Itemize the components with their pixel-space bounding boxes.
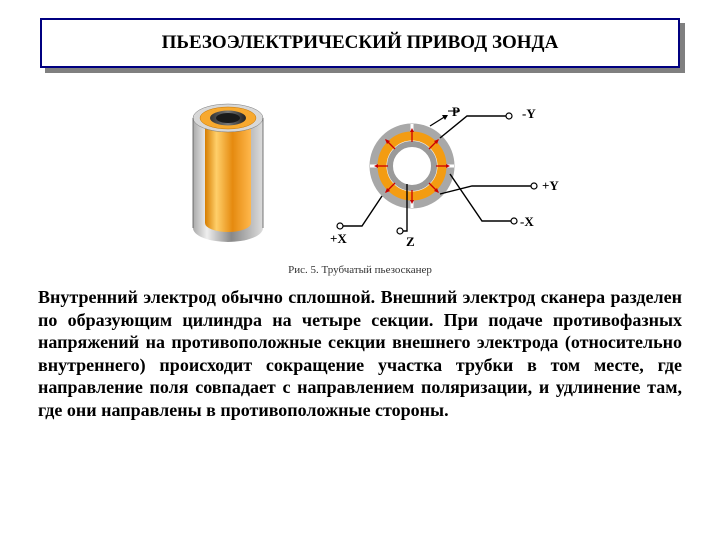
title-box: ПЬЕЗОЭЛЕКТРИЧЕСКИЙ ПРИВОД ЗОНДА: [40, 18, 680, 68]
label-plus-x: +X: [330, 231, 347, 246]
figure-area: -Y +Y -X +X Z P Рис. 5. Трубчатый пьезос…: [0, 88, 720, 276]
figure-caption: Рис. 5. Трубчатый пьезосканер: [0, 264, 720, 276]
label-minus-x: -X: [520, 214, 534, 229]
body-paragraph: Внутренний электрод обычно сплошной. Вне…: [38, 286, 682, 421]
label-minus-y: -Y: [522, 106, 536, 121]
label-plus-y: +Y: [542, 178, 559, 193]
label-z: Z: [406, 234, 415, 249]
page-title: ПЬЕЗОЭЛЕКТРИЧЕСКИЙ ПРИВОД ЗОНДА: [162, 32, 559, 53]
tube-3d-illustration: [158, 88, 298, 258]
title-container: ПЬЕЗОЭЛЕКТРИЧЕСКИЙ ПРИВОД ЗОНДА: [40, 18, 680, 68]
tube-schematic-illustration: -Y +Y -X +X Z P: [302, 88, 562, 258]
